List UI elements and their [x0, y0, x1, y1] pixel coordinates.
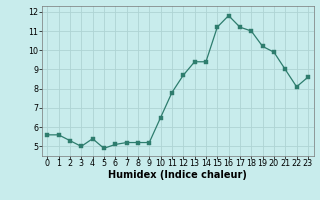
X-axis label: Humidex (Indice chaleur): Humidex (Indice chaleur) [108, 170, 247, 180]
